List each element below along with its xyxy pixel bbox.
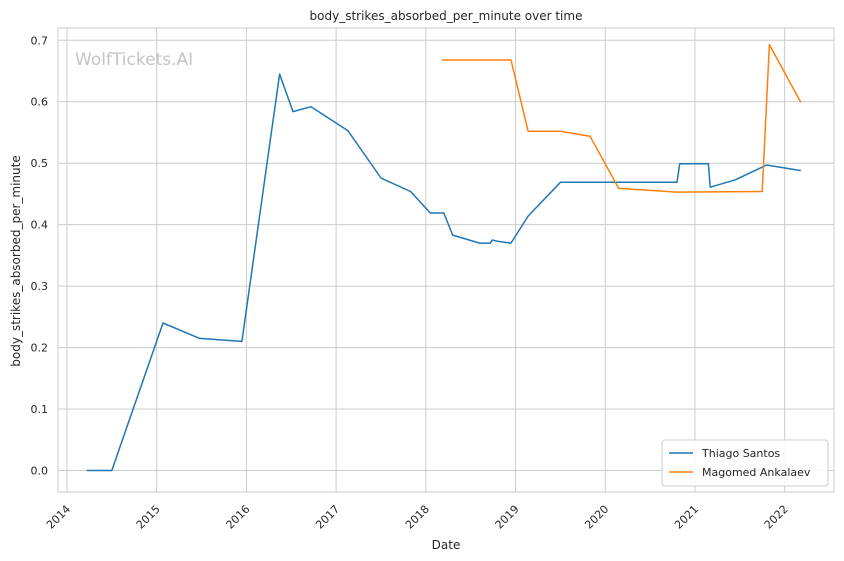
plot-frame	[57, 27, 835, 493]
y-tick-label: 0.5	[31, 157, 49, 170]
x-tick-label: 2018	[403, 503, 432, 532]
x-tick-label: 2014	[44, 503, 73, 532]
x-tick-label: 2022	[762, 503, 791, 532]
x-tick-labels: 2014 2015 2016 2017 2018 2019 2020 2021 2022	[44, 503, 791, 532]
chart-title: body_strikes_absorbed_per_minute over ti…	[310, 9, 583, 23]
legend-box	[661, 439, 829, 487]
x-tick-label: 2019	[493, 503, 522, 532]
y-tick-label: 0.2	[31, 342, 49, 355]
series-layer	[86, 43, 802, 472]
y-tick-label: 0.6	[31, 96, 49, 109]
y-tick-label: 0.3	[31, 280, 49, 293]
series-line-thiago-santos	[86, 73, 801, 472]
y-tick-labels: 0.0 0.1 0.2 0.3 0.4 0.5 0.6 0.7	[31, 34, 49, 477]
x-tick-label: 2021	[672, 503, 701, 532]
y-tick-label: 0.0	[31, 464, 49, 477]
x-tick-label: 2015	[134, 503, 163, 532]
y-tick-label: 0.7	[31, 34, 49, 47]
legend-label-thiago-santos: Thiago Santos	[701, 447, 780, 460]
y-tick-label: 0.4	[31, 219, 49, 232]
legend-label-magomed-ankalaev: Magomed Ankalaev	[702, 466, 811, 479]
x-tick-label: 2020	[582, 503, 611, 532]
y-axis-title: body_strikes_absorbed_per_minute	[9, 155, 23, 366]
watermark: WolfTickets.AI	[75, 50, 193, 70]
x-gridlines	[66, 28, 786, 492]
x-axis-title: Date	[432, 538, 461, 552]
y-tick-label: 0.1	[31, 403, 49, 416]
x-tick-label: 2017	[313, 503, 342, 532]
legend: Thiago Santos Magomed Ankalaev	[661, 439, 829, 487]
series-line-magomed-ankalaev	[442, 43, 802, 193]
plot-background	[58, 28, 834, 492]
x-tick-label: 2016	[224, 503, 253, 532]
